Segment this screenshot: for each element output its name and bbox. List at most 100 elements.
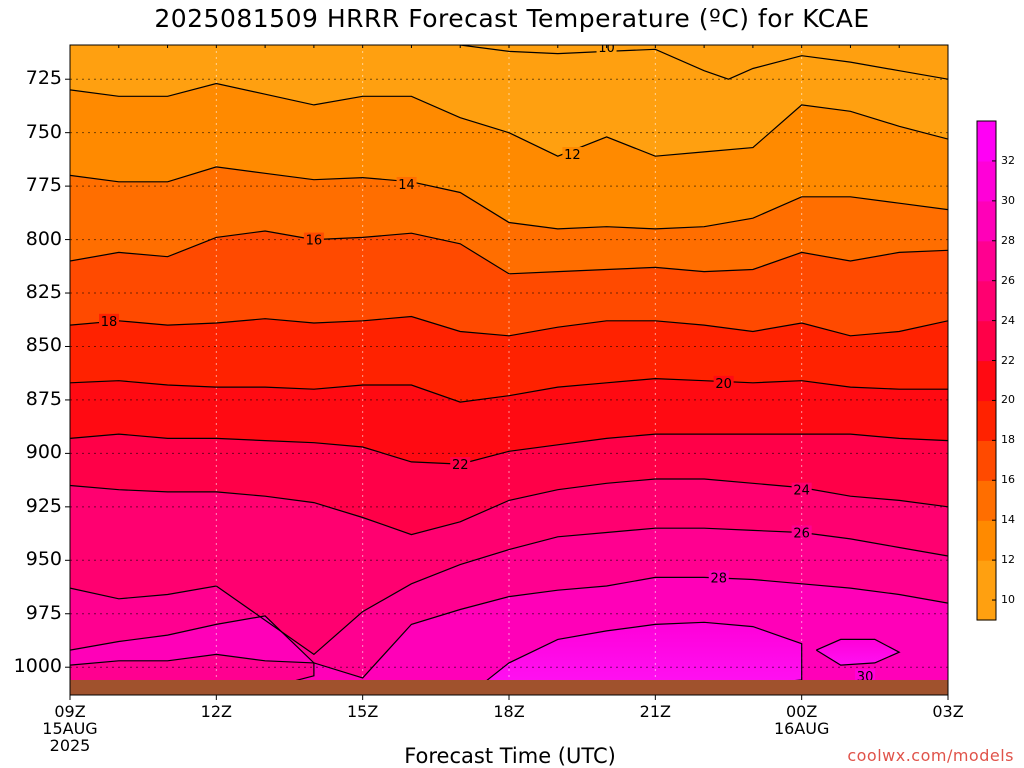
isotherm-label-16-bg — [303, 232, 324, 246]
colorbar-swatch — [977, 570, 996, 581]
colorbar-tick-label: 20 — [1001, 393, 1015, 407]
y-tick-label: 900 — [25, 441, 62, 464]
colorbar-swatch — [977, 280, 996, 292]
isotherm-14 — [70, 166, 948, 230]
colorbar-swatch — [977, 490, 996, 501]
colorbar-swatch — [977, 160, 996, 172]
x-tick-label: 15Z — [333, 703, 393, 720]
y-tick-label: 775 — [25, 174, 62, 197]
colorbar-swatch — [977, 170, 996, 182]
isotherm-label-18-bg — [99, 313, 120, 327]
colorbar-tick-label: 16 — [1001, 473, 1015, 487]
colorbar-swatch — [977, 380, 996, 392]
colorbar-swatch — [977, 450, 996, 461]
colorbar-tick-label: 32 — [1001, 153, 1015, 167]
x-tick-label-line: 15AUG — [42, 719, 98, 738]
colorbar-swatch — [977, 250, 996, 262]
colorbar-swatch — [977, 260, 996, 272]
colorbar-tick-label: 28 — [1001, 233, 1015, 247]
colorbar-swatch — [977, 300, 996, 312]
colorbar-swatch — [977, 150, 996, 162]
colorbar-swatch — [977, 330, 996, 342]
colorbar-swatch — [977, 360, 996, 372]
colorbar-tick-label: 12 — [1001, 553, 1015, 567]
colorbar-swatch — [977, 340, 996, 352]
isotherm-22 — [70, 433, 948, 465]
isotherm-10 — [460, 45, 948, 80]
colorbar-swatch — [977, 500, 996, 511]
y-tick-label: 750 — [25, 120, 62, 143]
colorbar-tick-label: 14 — [1001, 513, 1015, 527]
x-tick-label: 18Z — [479, 703, 539, 720]
colorbar-swatch — [977, 200, 996, 212]
colorbar-swatch — [977, 530, 996, 541]
colorbar-tick-label: 22 — [1001, 353, 1015, 367]
colorbar-swatch — [977, 440, 996, 451]
isotherm-18 — [70, 315, 948, 337]
y-tick-label: 1000 — [13, 655, 62, 678]
colorbar-swatch — [977, 590, 996, 601]
colorbar-swatch — [977, 270, 996, 282]
y-tick-label: 725 — [25, 67, 62, 90]
colorbar-swatch — [977, 510, 996, 521]
isotherm-label-22-bg — [450, 457, 471, 471]
colorbar-swatch — [977, 430, 996, 441]
colorbar-swatch — [977, 220, 996, 232]
colorbar-tick-label: 10 — [1001, 593, 1015, 607]
colorbar-swatch — [977, 560, 996, 571]
surface-terrain-band — [70, 680, 948, 695]
isotherm-label-10: 10 — [598, 41, 615, 56]
x-tick-label-line: 15Z — [346, 702, 379, 721]
x-tick-label: 12Z — [186, 703, 246, 720]
x-tick-label-line: 16AUG — [773, 719, 830, 738]
colorbar-swatch — [977, 210, 996, 222]
colorbar-swatch — [977, 290, 996, 302]
isotherm-label-18: 18 — [101, 315, 118, 330]
colorbar-tick-label: 18 — [1001, 433, 1015, 447]
x-tick-label-line: 21Z — [639, 702, 671, 721]
colorbar-swatch — [977, 410, 996, 421]
closed-region-30-2 — [816, 639, 900, 666]
colorbar-tick-label: 30 — [1001, 193, 1015, 207]
isotherm-16 — [70, 230, 948, 275]
y-tick-label: 875 — [25, 387, 62, 410]
isotherm-label-22: 22 — [452, 458, 469, 473]
colorbar-swatch — [977, 350, 996, 362]
x-tick-label-line: 12Z — [200, 702, 232, 721]
y-tick-label: 825 — [25, 281, 62, 304]
colorbar-swatch — [977, 240, 996, 252]
x-tick-label: 03Z — [918, 703, 978, 720]
isotherm-label-20-bg — [713, 375, 734, 389]
isotherm-label-28-bg — [708, 570, 729, 584]
colorbar-swatch — [977, 180, 996, 192]
chart-title: 2025081509 HRRR Forecast Temperature (ºC… — [154, 4, 870, 33]
isotherm-label-12-bg — [562, 147, 583, 161]
colorbar-swatch — [977, 600, 996, 611]
y-tick-label: 800 — [25, 227, 62, 250]
colorbar-swatch — [977, 420, 996, 431]
isotherm-label-12: 12 — [564, 148, 581, 163]
x-tick-label-line: 18Z — [493, 702, 525, 721]
x-tick-label: 09Z 15AUG 2025 — [40, 703, 100, 754]
colorbar-swatch — [977, 610, 996, 621]
closed-contour-label-2-bg — [855, 668, 876, 682]
x-tick-label: 21Z — [625, 703, 685, 720]
colorbar-swatch — [977, 140, 996, 152]
colorbar-swatch — [977, 390, 996, 402]
colorbar-tick-label: 26 — [1001, 273, 1015, 287]
isotherm-label-24: 24 — [793, 484, 810, 499]
isotherm-label-28: 28 — [710, 571, 727, 586]
x-tick-label-line: 09Z — [54, 702, 86, 721]
x-tick-label-line: 00Z — [785, 702, 818, 721]
isotherm-label-24-bg — [791, 482, 812, 496]
isotherm-label-10-bg — [596, 45, 617, 54]
isotherm-20 — [70, 377, 948, 403]
colorbar-swatch — [977, 320, 996, 332]
y-tick-label: 925 — [25, 494, 62, 517]
x-tick-label: 00Z 16AUG — [772, 703, 832, 737]
colorbar-swatch — [977, 460, 996, 471]
y-tick-label: 975 — [25, 601, 62, 624]
colorbar-frame — [976, 120, 997, 621]
colorbar-swatch — [977, 540, 996, 551]
